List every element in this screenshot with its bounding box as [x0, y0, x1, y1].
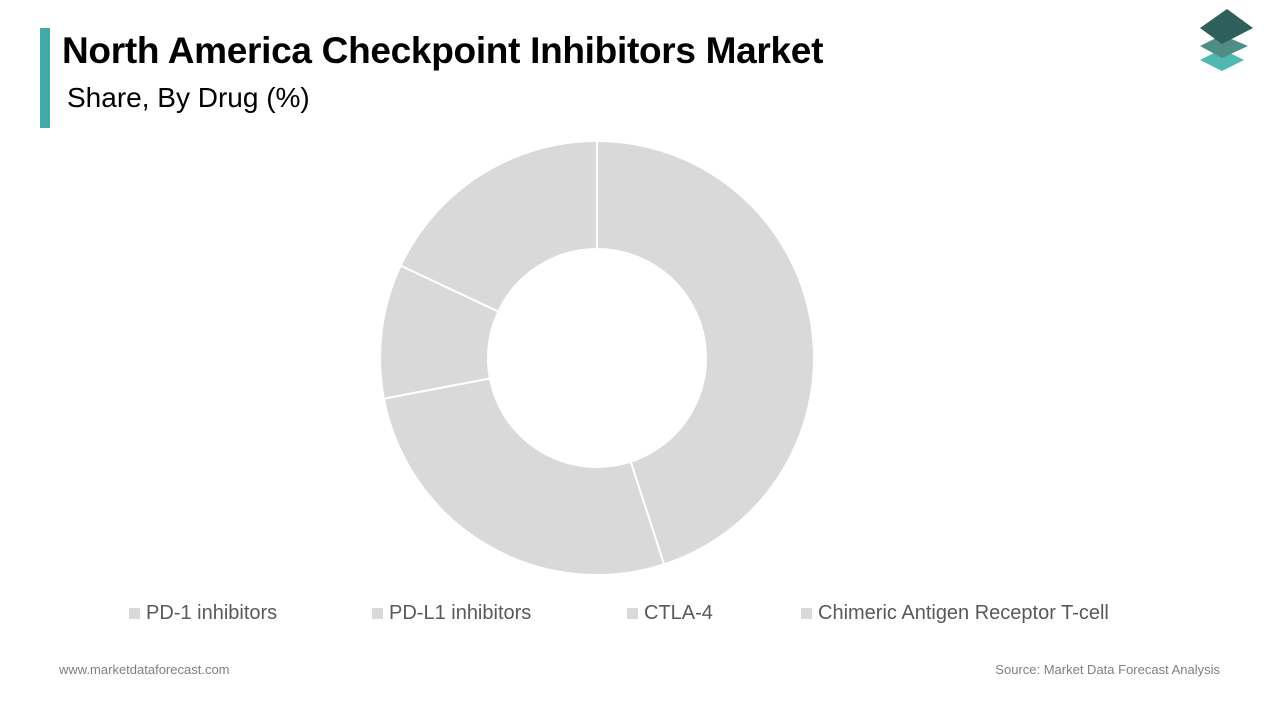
legend-item-pdl1: PD-L1 inhibitors — [372, 598, 531, 628]
chart-subtitle: Share, By Drug (%) — [67, 82, 310, 113]
donut-slice-pd-1-inhibitors — [596, 139, 815, 566]
legend-swatch-pdl1 — [372, 607, 383, 619]
footer-source: Source: Market Data Forecast Analysis — [995, 662, 1220, 677]
legend-item-car-t: Chimeric Antigen Receptor T-cell — [801, 598, 1109, 628]
legend-label-ctla4: CTLA-4 — [644, 601, 713, 624]
footer-website: www.marketdataforecast.com — [59, 662, 230, 677]
logo-layer-top — [1200, 9, 1253, 44]
logo-layer-bottom — [1200, 49, 1244, 71]
legend-item-ctla4: CTLA-4 — [627, 598, 713, 628]
logo-layer-middle — [1200, 35, 1248, 58]
chart-legend: PD-1 inhibitors PD-L1 inhibitors CTLA-4 … — [0, 598, 1280, 628]
legend-label-car-t: Chimeric Antigen Receptor T-cell — [818, 601, 1109, 624]
legend-swatch-ctla4 — [627, 607, 638, 619]
legend-label-pdl1: PD-L1 inhibitors — [389, 601, 532, 624]
legend-swatch-pd1 — [129, 607, 140, 619]
donut-slice-pd-l1-inhibitors — [382, 377, 666, 576]
chart-title: North America Checkpoint Inhibitors Mark… — [62, 30, 824, 71]
legend-swatch-car-t — [801, 607, 812, 619]
stacked-layers-icon — [1200, 9, 1253, 71]
title-accent-bar — [40, 28, 50, 128]
legend-item-pd1: PD-1 inhibitors — [129, 598, 277, 628]
donut-slice-chimeric-antigen-receptor-t-cell — [399, 139, 598, 313]
legend-label-pd1: PD-1 inhibitors — [146, 601, 278, 624]
